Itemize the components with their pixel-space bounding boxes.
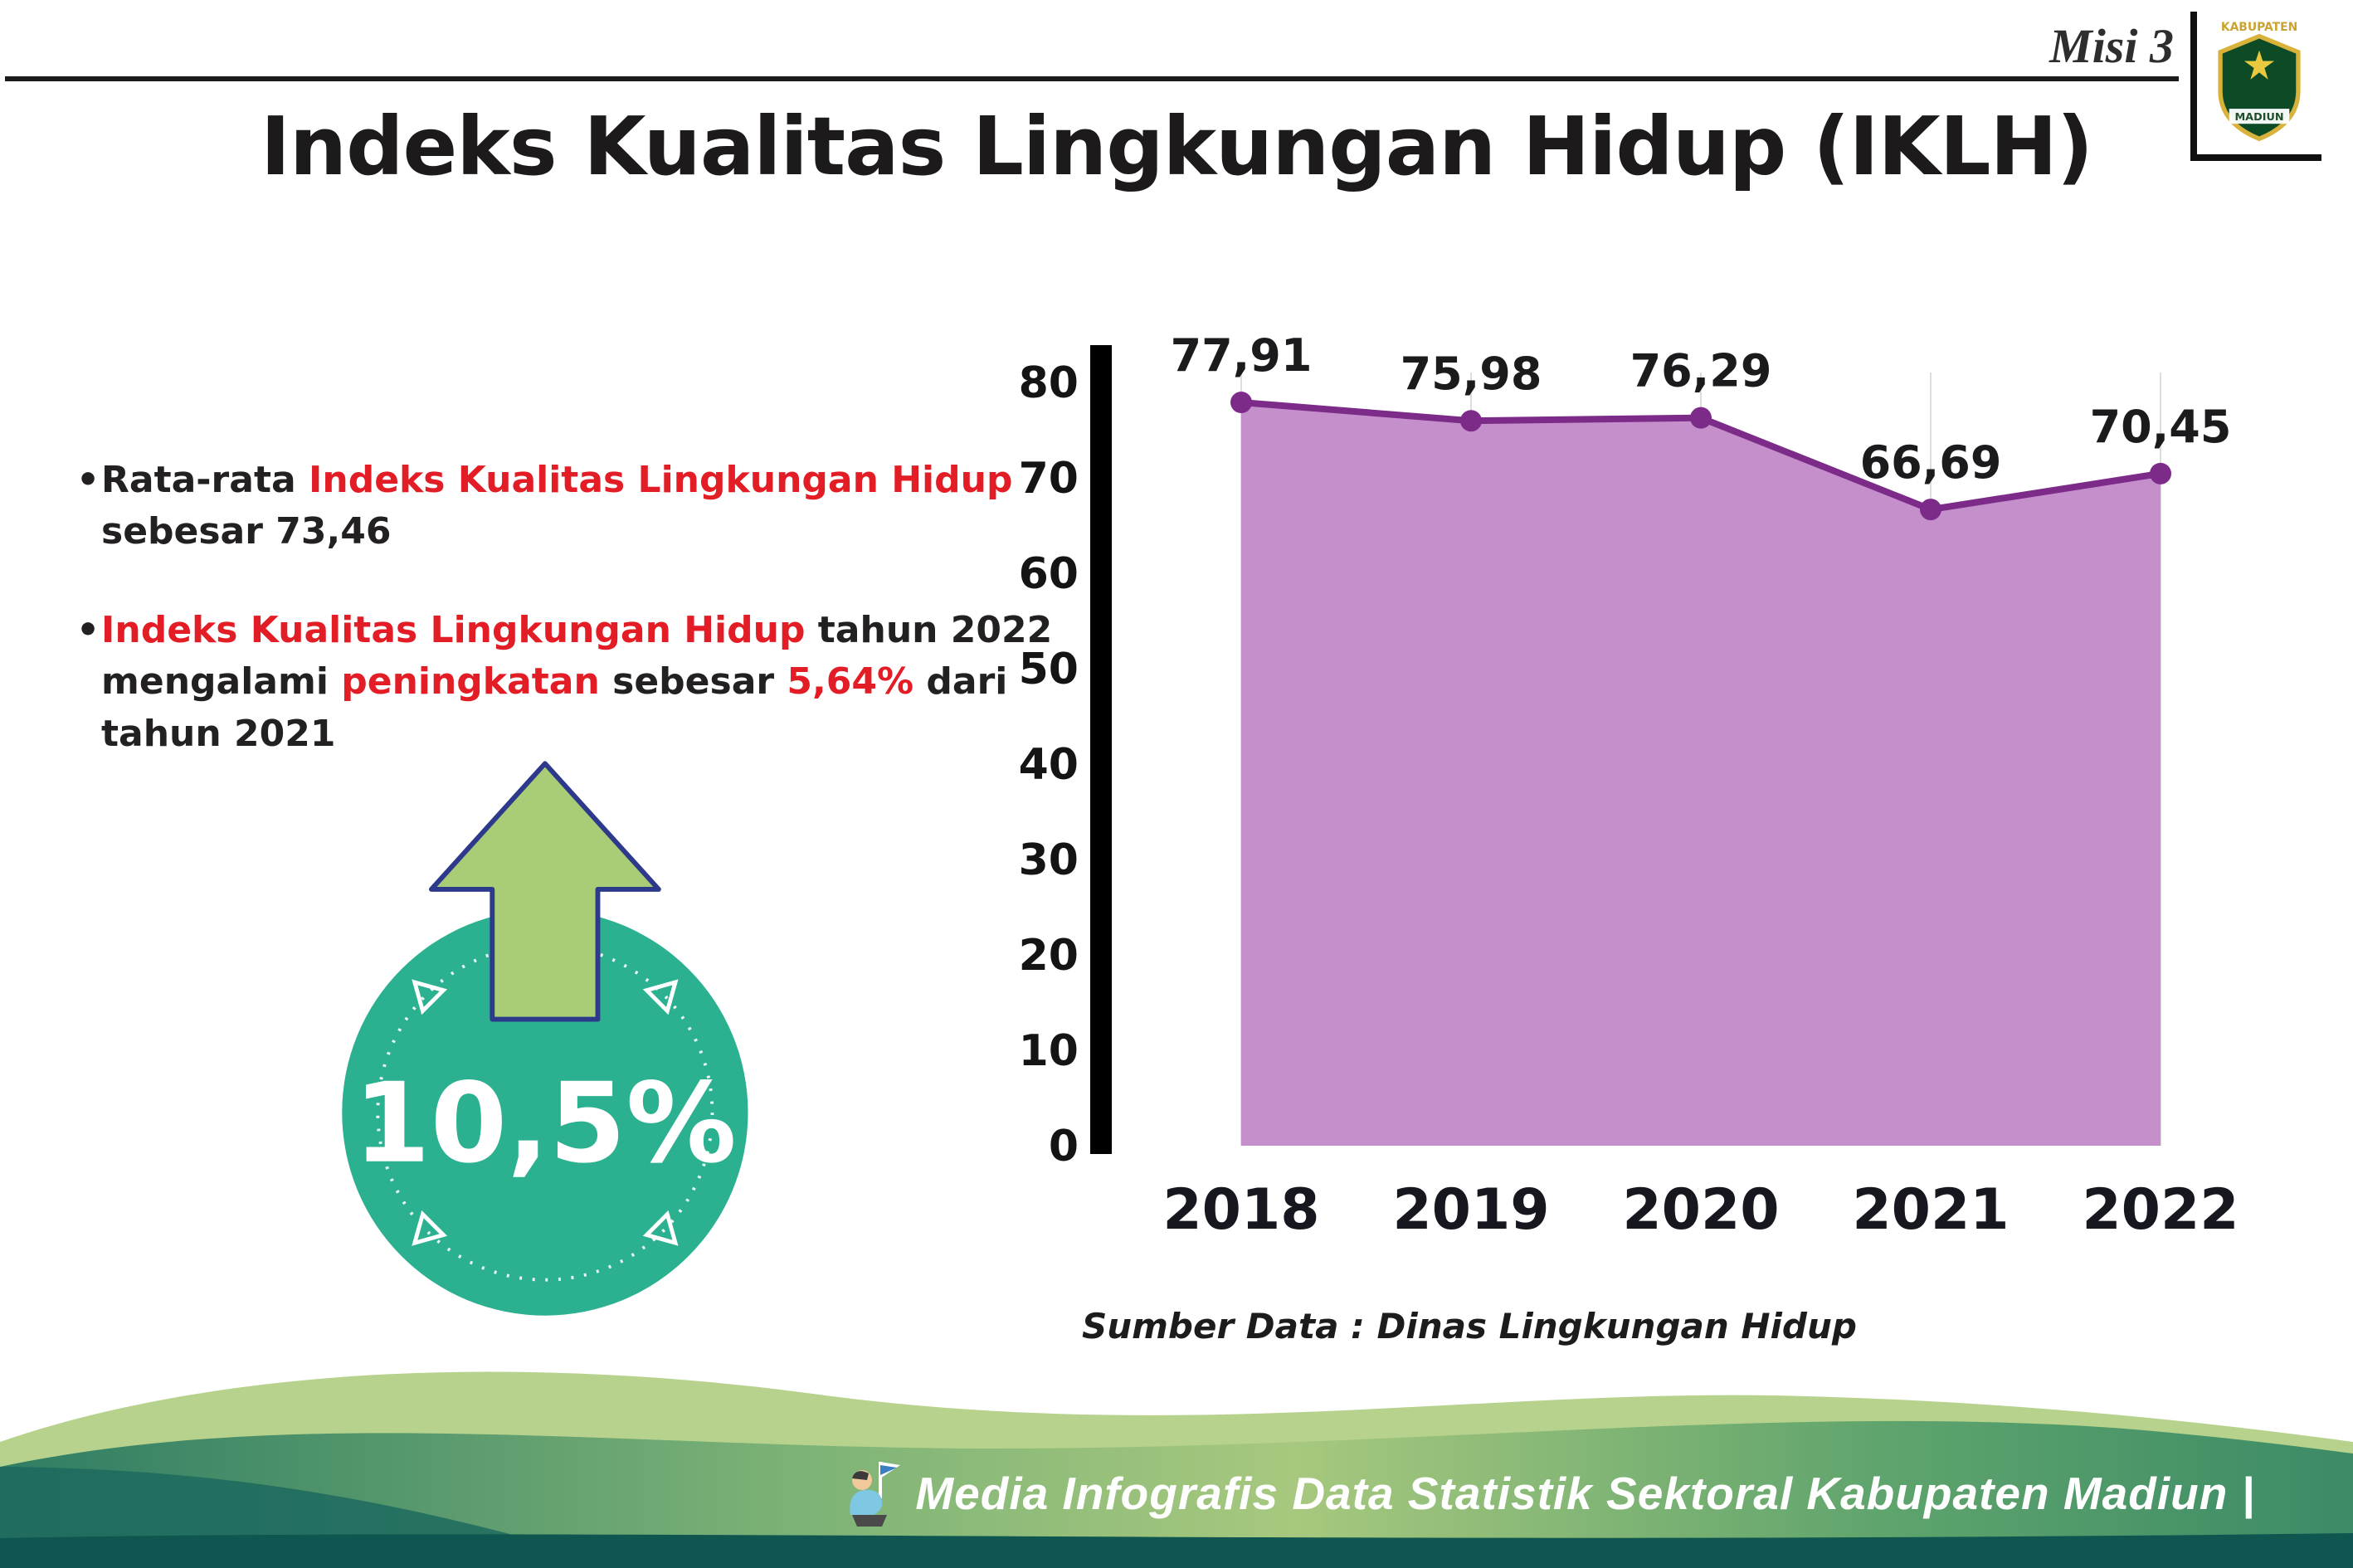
svg-text:2019: 2019 — [1392, 1177, 1549, 1243]
svg-text:75,98: 75,98 — [1401, 348, 1542, 400]
bullet-segment: Rata-rata — [101, 459, 309, 501]
iklh-chart-svg: 0 10 20 30 40 50 60 70 80 77,91 75,98 76,29 66,69 70,… — [1019, 329, 2237, 1243]
svg-text:30: 30 — [1019, 835, 1079, 885]
badge-value: 10,5% — [353, 1059, 737, 1188]
logo-top-text: KABUPATEN — [2221, 21, 2297, 34]
svg-text:66,69: 66,69 — [1860, 436, 2002, 489]
bullet-list: Rata-rata Indeks Kualitas Lingkungan Hid… — [76, 455, 1055, 806]
area-fill — [1241, 402, 2161, 1146]
svg-text:77,91: 77,91 — [1171, 329, 1313, 382]
bullet-item: Indeks Kualitas Lingkungan Hidup tahun 2… — [76, 605, 1055, 760]
footer-banner — [0, 1371, 2353, 1568]
data-points — [1230, 392, 2171, 521]
badge-circle — [342, 909, 748, 1316]
iklh-chart: 0 10 20 30 40 50 60 70 80 77,91 75,98 76,29 66,69 70,… — [992, 262, 2237, 1366]
bullet-segment: sebesar 73,46 — [101, 510, 392, 553]
svg-text:2020: 2020 — [1622, 1177, 1779, 1243]
y-axis: 0 10 20 30 40 50 60 70 80 — [1019, 345, 1112, 1171]
page-title: Indeks Kualitas Lingkungan Hidup (IKLH) — [260, 100, 2093, 193]
bullet-segment: Indeks Kualitas Lingkungan Hidup — [309, 459, 1013, 501]
bullet-segment: sebesar — [599, 660, 787, 704]
svg-text:40: 40 — [1019, 740, 1079, 790]
svg-text:70,45: 70,45 — [2090, 401, 2232, 453]
bullet-segment: peningkatan — [341, 660, 600, 704]
svg-text:2022: 2022 — [2082, 1177, 2237, 1243]
ring-triangles — [412, 979, 679, 1246]
bullet-segment: Indeks Kualitas Lingkungan Hidup — [101, 608, 806, 651]
footer-bottom-strip — [0, 1533, 2353, 1568]
svg-text:10: 10 — [1019, 1026, 1079, 1076]
increase-badge-graphic: 10,5% — [342, 761, 748, 1316]
kabupaten-madiun-logo: KABUPATEN MADIUN — [2190, 12, 2321, 161]
svg-text:0: 0 — [1049, 1122, 1079, 1171]
svg-text:60: 60 — [1019, 549, 1079, 599]
footer-credit: Media Infografis Data Statistik Sektoral… — [839, 1457, 2255, 1530]
up-arrow-icon — [428, 761, 661, 1022]
svg-text:70: 70 — [1019, 454, 1079, 504]
svg-text:2021: 2021 — [1852, 1177, 2009, 1243]
footer-text: Media Infografis Data Statistik Sektoral… — [915, 1468, 2255, 1519]
logo-bottom-text: MADIUN — [2234, 111, 2283, 124]
shield-icon: KABUPATEN MADIUN — [2218, 21, 2301, 142]
value-labels: 77,91 75,98 76,29 66,69 70,45 — [1171, 329, 2232, 489]
increase-badge: 10,5% — [314, 751, 768, 1328]
bullet-segment: dari tahun 2021 — [101, 660, 1008, 755]
svg-text:2018: 2018 — [1162, 1177, 1319, 1243]
star-icon — [2243, 50, 2275, 80]
svg-text:20: 20 — [1019, 931, 1079, 981]
svg-text:50: 50 — [1019, 645, 1079, 694]
svg-text:80: 80 — [1019, 358, 1079, 408]
chart-source: Sumber Data : Dinas Lingkungan Hidup — [1082, 1306, 1857, 1346]
footer-wave-main — [0, 1420, 2353, 1568]
misi-label: Misi 3 — [2049, 19, 2174, 73]
bullet-segment: tahun 2022 mengalami — [101, 608, 1053, 704]
bullet-segment: 5,64% — [787, 660, 914, 704]
svg-text:76,29: 76,29 — [1630, 345, 1772, 397]
bullet-item: Rata-rata Indeks Kualitas Lingkungan Hid… — [76, 455, 1055, 558]
top-rule — [5, 76, 2179, 81]
x-axis-labels: 2018 2019 2020 2021 2022 — [1162, 1177, 2237, 1243]
mascot-icon — [850, 1462, 901, 1527]
